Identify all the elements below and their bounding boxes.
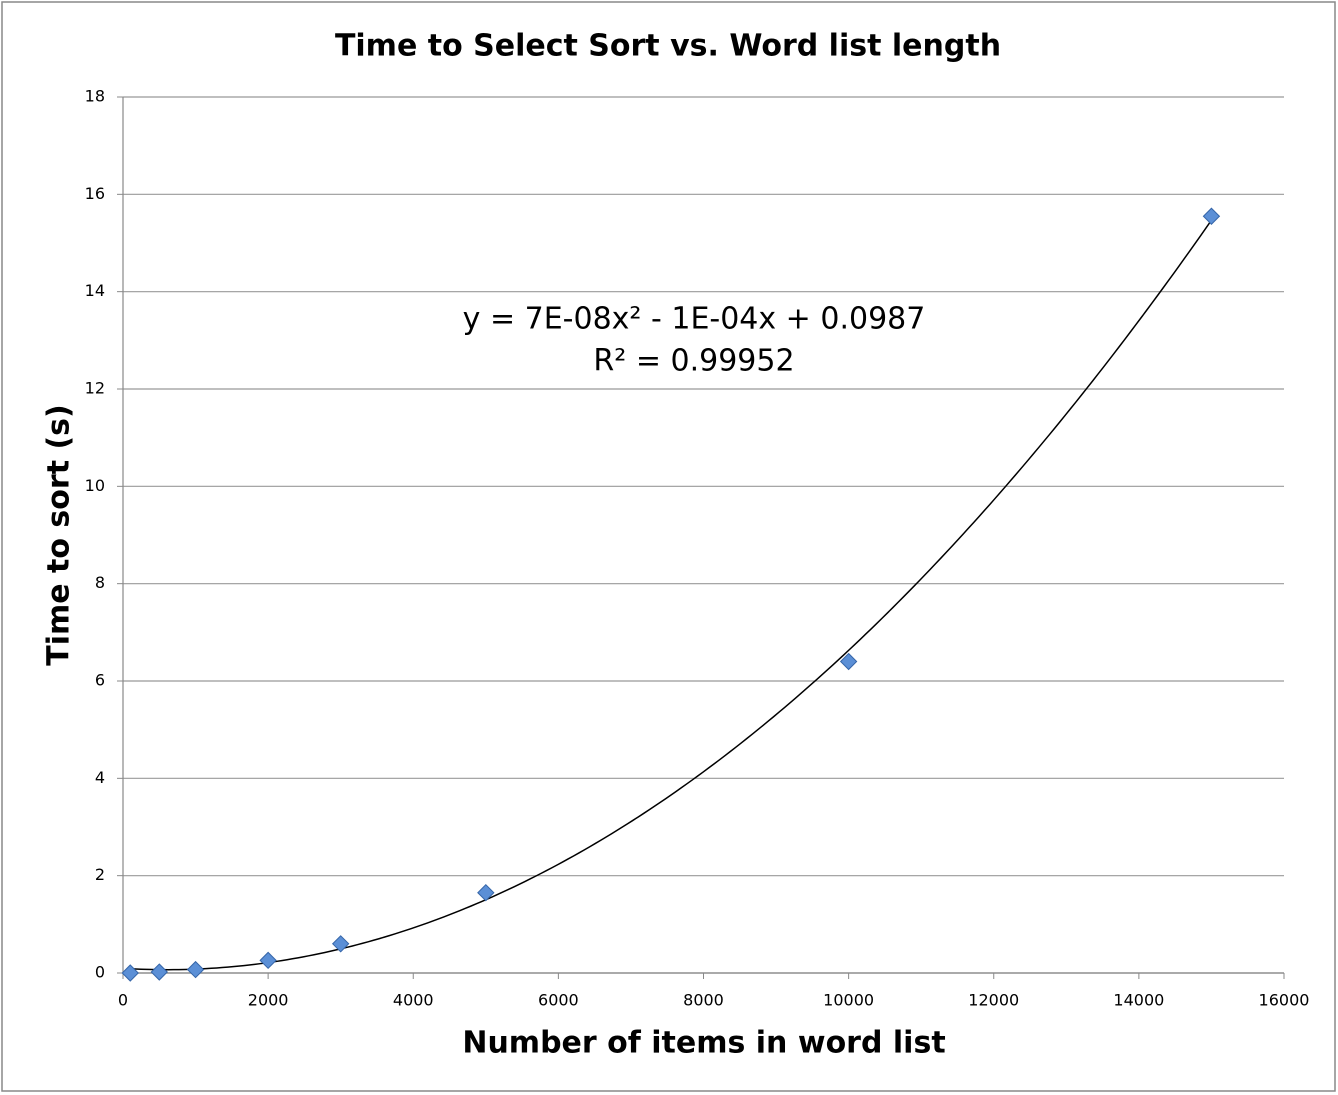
chart-title: Time to Select Sort vs. Word list length [335, 29, 1001, 64]
data-point [150, 963, 168, 981]
trendline-equation: y = 7E-08x² - 1E-04x + 0.0987 [463, 302, 926, 337]
y-tick-label: 8 [95, 573, 105, 592]
y-tick-label: 16 [85, 184, 105, 203]
x-tick-label: 0 [118, 991, 128, 1010]
y-tick-label: 10 [85, 476, 105, 495]
x-tick-label: 14000 [1113, 991, 1164, 1010]
y-tick-label: 14 [85, 281, 105, 300]
x-tick-label: 2000 [248, 991, 289, 1010]
x-axis-title: Number of items in word list [462, 1026, 945, 1061]
x-tick-label: 12000 [968, 991, 1019, 1010]
data-point [839, 652, 858, 671]
y-axis-title: Time to sort (s) [42, 404, 77, 666]
y-tick-label: 0 [95, 963, 105, 982]
data-point [121, 964, 139, 982]
y-tick-label: 6 [95, 671, 105, 690]
data-point [259, 951, 277, 970]
data-point [1202, 207, 1221, 225]
r-squared: R² = 0.99952 [593, 344, 794, 379]
y-tick-label: 18 [85, 87, 105, 106]
data-point [331, 935, 350, 953]
x-tick-label: 10000 [823, 991, 874, 1010]
data-point [186, 960, 205, 979]
y-tick-label: 4 [95, 768, 105, 787]
x-tick-label: 6000 [538, 991, 579, 1010]
x-tick-label: 8000 [683, 991, 724, 1010]
trendline [130, 219, 1213, 971]
x-tick-label: 16000 [1259, 991, 1310, 1010]
x-tick-label: 4000 [393, 991, 434, 1010]
data-point [477, 883, 495, 902]
y-tick-label: 2 [95, 865, 105, 884]
y-tick-label: 12 [85, 379, 105, 398]
